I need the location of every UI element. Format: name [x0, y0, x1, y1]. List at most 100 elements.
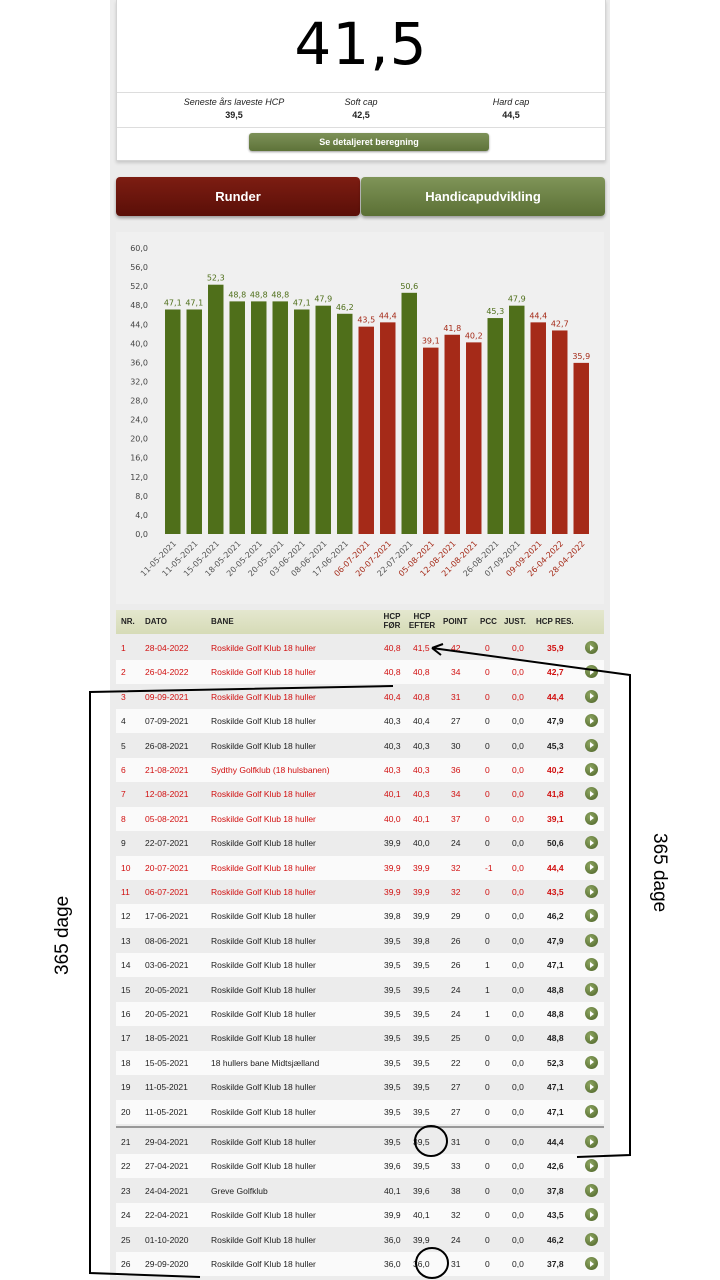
row-details-arrow-icon[interactable]	[585, 1135, 598, 1148]
hard-cap-stat: Hard cap 44,5	[431, 97, 591, 120]
row-point: 31	[451, 1137, 461, 1147]
table-row[interactable]: 1 28-04-2022 Roskilde Golf Klub 18 huller 4…	[116, 636, 604, 660]
row-details-arrow-icon[interactable]	[585, 885, 598, 898]
row-just: 0,0	[512, 1082, 524, 1093]
row-point: 32	[451, 1210, 461, 1221]
row-details-arrow-icon[interactable]	[585, 1031, 598, 1045]
row-nr: 9	[121, 838, 126, 849]
y-tick-label: 24,0	[130, 416, 148, 425]
table-row[interactable]: 11 06-07-2021 Roskilde Golf Klub 18 huller…	[116, 880, 604, 904]
row-details-arrow-icon[interactable]	[585, 1007, 598, 1020]
y-tick-label: 32,0	[130, 377, 148, 386]
row-point: 32	[451, 862, 461, 873]
row-details-arrow-icon[interactable]	[585, 958, 598, 972]
row-details-arrow-icon[interactable]	[585, 836, 598, 850]
row-pcc: 0	[485, 1033, 490, 1044]
header-hcp-efter-line2: EFTER	[408, 621, 436, 630]
row-details-arrow-icon[interactable]	[585, 982, 598, 996]
row-details-arrow-icon[interactable]	[585, 1257, 598, 1270]
row-bane: Roskilde Golf Klub 18 huller	[211, 1161, 316, 1172]
chart-bar	[423, 347, 439, 534]
row-pcc: 0	[485, 1210, 490, 1221]
row-details-arrow-icon[interactable]	[585, 1183, 598, 1197]
row-details-arrow-icon[interactable]	[585, 763, 598, 776]
row-hcp-for: 39,5	[384, 984, 401, 995]
row-hcp-res: 43,5	[547, 1210, 564, 1221]
row-hcp-for: 39,8	[384, 911, 401, 922]
table-row[interactable]: 24 22-04-2021 Roskilde Golf Klub 18 huller…	[116, 1203, 604, 1228]
table-row[interactable]: 10 20-07-2021 Roskilde Golf Klub 18 huller…	[116, 855, 604, 880]
row-hcp-efter: 40,1	[413, 1210, 430, 1221]
row-details-arrow-icon[interactable]	[585, 811, 598, 825]
tab-handicapudvikling[interactable]: Handicapudvikling	[361, 177, 605, 216]
table-row[interactable]: 22 27-04-2021 Roskilde Golf Klub 18 huller…	[116, 1154, 604, 1179]
table-row[interactable]: 6 21-08-2021 Sydthy Golfklub (18 hulsbanen…	[116, 758, 604, 782]
table-row[interactable]: 23 24-04-2021 Greve Golfklub 40,1 39,6 38 0 0,0…	[116, 1178, 604, 1203]
soft-cap-stat: Soft cap 42,5	[281, 97, 441, 120]
table-row[interactable]: 7 12-08-2021 Roskilde Golf Klub 18 huller 4…	[116, 782, 604, 807]
row-dato: 22-04-2021	[145, 1210, 189, 1221]
row-just: 0,0	[512, 1057, 524, 1068]
row-details-arrow-icon[interactable]	[585, 714, 598, 728]
table-row[interactable]: 14 03-06-2021 Roskilde Golf Klub 18 huller…	[116, 953, 604, 978]
row-hcp-for: 39,5	[384, 1009, 401, 1019]
table-row[interactable]: 15 20-05-2021 Roskilde Golf Klub 18 huller…	[116, 977, 604, 1002]
table-row[interactable]: 8 05-08-2021 Roskilde Golf Klub 18 huller 4…	[116, 806, 604, 831]
table-row[interactable]: 4 07-09-2021 Roskilde Golf Klub 18 huller 4…	[116, 709, 604, 734]
table-row[interactable]: 12 17-06-2021 Roskilde Golf Klub 18 huller…	[116, 904, 604, 929]
row-details-arrow-icon[interactable]	[585, 1159, 598, 1173]
row-dato: 08-06-2021	[145, 935, 189, 946]
row-pcc: 0	[485, 887, 490, 897]
table-row[interactable]: 19 11-05-2021 Roskilde Golf Klub 18 huller…	[116, 1075, 604, 1100]
table-row[interactable]: 2 26-04-2022 Roskilde Golf Klub 18 huller 4…	[116, 660, 604, 685]
table-row[interactable]: 16 20-05-2021 Roskilde Golf Klub 18 huller…	[116, 1002, 604, 1026]
row-details-arrow-icon[interactable]	[585, 860, 598, 874]
table-row[interactable]: 21 29-04-2021 Roskilde Golf Klub 18 huller…	[116, 1130, 604, 1154]
row-details-arrow-icon[interactable]	[585, 787, 598, 801]
hard-cap-value: 44,5	[502, 110, 520, 120]
table-row[interactable]: 17 18-05-2021 Roskilde Golf Klub 18 huller…	[116, 1026, 604, 1051]
table-row[interactable]: 3 09-09-2021 Roskilde Golf Klub 18 huller 4…	[116, 684, 604, 709]
row-bane: Roskilde Golf Klub 18 huller	[211, 1234, 316, 1245]
table-row[interactable]: 20 11-05-2021 Roskilde Golf Klub 18 huller…	[116, 1099, 604, 1124]
row-details-arrow-icon[interactable]	[585, 1208, 598, 1222]
tab-runder[interactable]: Runder	[116, 177, 360, 216]
row-just: 0,0	[512, 935, 524, 946]
row-hcp-efter: 40,3	[413, 740, 430, 751]
row-details-arrow-icon[interactable]	[585, 909, 598, 923]
table-row[interactable]: 5 26-08-2021 Roskilde Golf Klub 18 huller 4…	[116, 733, 604, 758]
chart-bar	[552, 330, 568, 534]
row-just: 0,0	[512, 1161, 524, 1172]
row-details-arrow-icon[interactable]	[585, 933, 598, 947]
row-point: 24	[451, 838, 461, 849]
table-row[interactable]: 26 29-09-2020 Roskilde Golf Klub 18 huller…	[116, 1252, 604, 1276]
soft-cap-value: 42,5	[352, 110, 370, 120]
row-details-arrow-icon[interactable]	[585, 1232, 598, 1246]
row-hcp-res: 42,7	[547, 667, 564, 678]
row-details-arrow-icon[interactable]	[585, 738, 598, 752]
row-details-arrow-icon[interactable]	[585, 665, 598, 679]
row-dato: 15-05-2021	[145, 1057, 189, 1068]
hcp-stats: Seneste års laveste HCP 39,5 Soft cap 42…	[117, 92, 605, 128]
table-row[interactable]: 13 08-06-2021 Roskilde Golf Klub 18 huller…	[116, 928, 604, 953]
row-dato: 21-08-2021	[145, 765, 189, 775]
table-row[interactable]: 9 22-07-2021 Roskilde Golf Klub 18 huller 3…	[116, 831, 604, 856]
y-tick-label: 40,0	[130, 339, 148, 348]
table-row[interactable]: 25 01-10-2020 Roskilde Golf Klub 18 huller…	[116, 1227, 604, 1252]
detailed-calculation-button[interactable]: Se detaljeret beregning	[249, 133, 489, 151]
row-hcp-for: 39,9	[384, 887, 401, 897]
row-bane: Roskilde Golf Klub 18 huller	[211, 887, 316, 897]
bar-value-label: 46,2	[336, 303, 354, 312]
row-details-arrow-icon[interactable]	[585, 1104, 598, 1118]
row-details-arrow-icon[interactable]	[585, 1080, 598, 1094]
row-just: 0,0	[512, 862, 524, 873]
row-hcp-for: 39,5	[384, 1057, 401, 1068]
row-hcp-for: 40,4	[384, 691, 401, 702]
row-pcc: 0	[485, 716, 490, 727]
row-hcp-efter: 40,3	[413, 789, 430, 800]
y-tick-label: 4,0	[135, 511, 148, 520]
row-details-arrow-icon[interactable]	[585, 689, 598, 703]
row-details-arrow-icon[interactable]	[585, 641, 598, 654]
table-row[interactable]: 18 15-05-2021 18 hullers bane Midtsjælland…	[116, 1050, 604, 1075]
row-details-arrow-icon[interactable]	[585, 1055, 598, 1069]
